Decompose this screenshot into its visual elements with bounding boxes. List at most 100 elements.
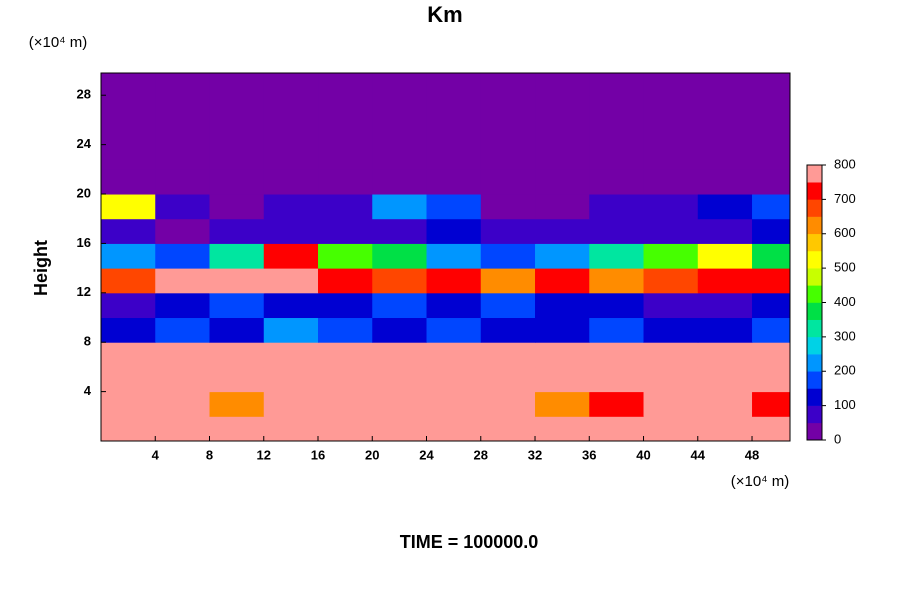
contour-cell (480, 169, 536, 195)
contour-cell (263, 95, 319, 121)
contour-cell (480, 317, 536, 343)
colorbar-tick-label: 400 (834, 294, 856, 309)
contour-cell (372, 95, 428, 121)
contour-cell (155, 391, 211, 417)
contour-cell (263, 292, 319, 319)
colorbar-swatch (807, 405, 822, 424)
x-tick-label: 48 (745, 447, 759, 462)
contour-cell (752, 416, 790, 441)
contour-cell (535, 119, 590, 146)
contour-cell (209, 416, 265, 441)
contour-cell (589, 95, 645, 121)
contour-cell (752, 268, 790, 294)
contour-cell (318, 73, 373, 96)
colorbar-swatch (807, 422, 822, 441)
colorbar-swatch (807, 268, 822, 286)
contour-cell (697, 169, 753, 195)
colorbar-tick-label: 800 (834, 156, 856, 171)
contour-cell (318, 95, 373, 121)
contour-cell (101, 268, 156, 294)
contour-cell (697, 194, 753, 220)
contour-cell (318, 268, 373, 294)
contour-cell (589, 317, 645, 343)
contour-cell (752, 292, 790, 319)
contour-cell (589, 416, 645, 441)
contour-cell (209, 218, 265, 244)
contour-cell (589, 342, 645, 368)
x-tick-label: 32 (528, 447, 542, 462)
contour-cell (643, 268, 699, 294)
contour-cell (263, 342, 319, 368)
contour-cell (318, 416, 373, 441)
contour-cell (101, 366, 156, 393)
contour-cell (697, 144, 753, 170)
contour-cell (535, 342, 590, 368)
x-tick-label: 40 (636, 447, 650, 462)
contour-cell (643, 169, 699, 195)
contour-cell (101, 342, 156, 368)
contour-cell (372, 416, 428, 441)
contour-cell (155, 119, 211, 146)
contour-cell (480, 366, 536, 393)
contour-cell (752, 194, 790, 220)
contour-cell (318, 366, 373, 393)
contour-cell (535, 366, 590, 393)
contour-cell (101, 73, 156, 96)
contour-cell (101, 194, 156, 220)
contour-cell (263, 218, 319, 244)
contour-cell (752, 95, 790, 121)
contour-cell (426, 292, 482, 319)
contour-cell (426, 194, 482, 220)
colorbar-tick-label: 600 (834, 225, 856, 240)
contour-cell (589, 292, 645, 319)
contour-cell (535, 144, 590, 170)
contour-cell (155, 194, 211, 220)
contour-cell (426, 95, 482, 121)
contour-cell (535, 218, 590, 244)
contour-cell (209, 292, 265, 319)
colorbar-tick-label: 200 (834, 363, 856, 378)
contour-cell (372, 144, 428, 170)
y-tick-label: 24 (77, 136, 92, 151)
contour-cell (535, 194, 590, 220)
contour-cell (589, 218, 645, 244)
contour-cell (643, 119, 699, 146)
contour-cell (697, 268, 753, 294)
colorbar-swatch (807, 354, 822, 372)
contour-cell (535, 292, 590, 319)
contour-cell (426, 268, 482, 294)
contour-cell (426, 416, 482, 441)
colorbar-swatch (807, 319, 822, 338)
contour-cell (372, 317, 428, 343)
contour-cell (101, 218, 156, 244)
contour-cell (643, 391, 699, 417)
contour-cell (643, 95, 699, 121)
contour-cell (480, 119, 536, 146)
contour-cell (589, 194, 645, 220)
contour-cell (101, 95, 156, 121)
x-tick-label: 16 (311, 447, 325, 462)
contour-cell (752, 73, 790, 96)
contour-cell (263, 169, 319, 195)
contour-cell (535, 317, 590, 343)
contour-cell (209, 366, 265, 393)
contour-cell (426, 243, 482, 269)
contour-cell (372, 73, 428, 96)
contour-cell (372, 342, 428, 368)
contour-cell (752, 144, 790, 170)
contour-cell (589, 268, 645, 294)
contour-cell (209, 95, 265, 121)
contour-cell (209, 73, 265, 96)
contour-cell (480, 95, 536, 121)
x-tick-label: 28 (474, 447, 488, 462)
contour-cell (155, 416, 211, 441)
y-tick-label: 8 (84, 334, 91, 349)
y-unit: (×10⁴ m) (29, 34, 88, 51)
contour-cell (643, 317, 699, 343)
contour-cell (752, 342, 790, 368)
contour-cell (480, 243, 536, 269)
colorbar-swatch (807, 302, 822, 320)
contour-cell (589, 73, 645, 96)
contour-cell (101, 169, 156, 195)
contour-cell (535, 268, 590, 294)
